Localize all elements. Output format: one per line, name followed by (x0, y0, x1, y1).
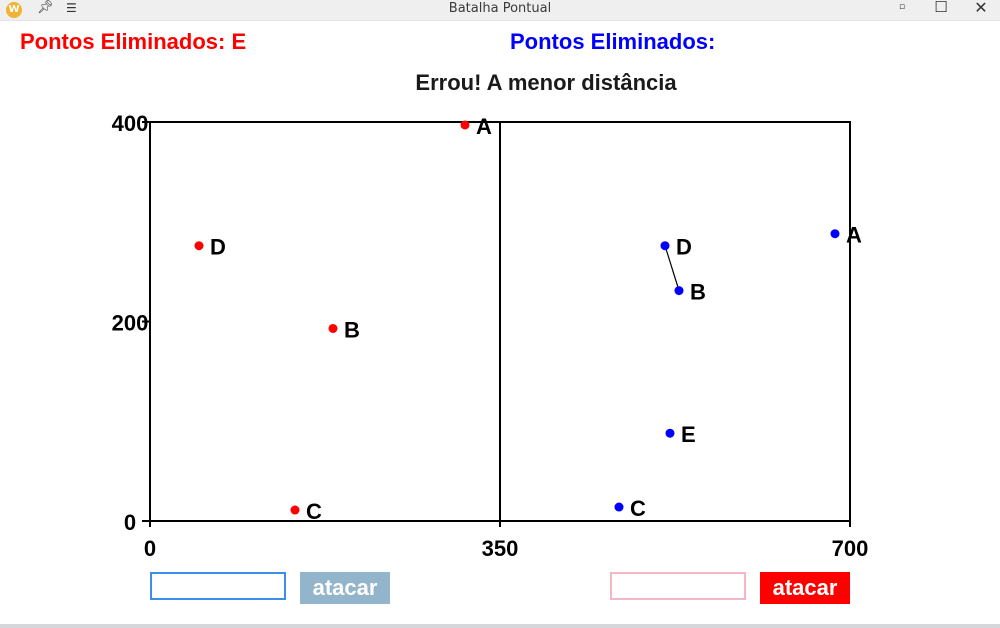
close-button[interactable]: ✕ (974, 0, 988, 17)
red-point-label-b: B (344, 317, 360, 342)
red-point-a (460, 120, 470, 130)
x-tick-label: 700 (832, 536, 869, 561)
x-tick-label: 0 (144, 536, 156, 561)
menu-icon[interactable]: ☰ (66, 1, 77, 15)
blue-point-b (674, 286, 684, 296)
blue-point-e (665, 428, 675, 438)
red-point-label-a: A (476, 114, 492, 139)
maximize-button[interactable]: ☐ (934, 0, 948, 16)
red-point-label-d: D (210, 235, 226, 260)
red-point-b (328, 323, 338, 333)
red-point-label-c: C (306, 499, 322, 524)
blue-point-label-b: B (690, 280, 706, 305)
red-point-d (194, 241, 204, 251)
right-attack-button[interactable]: atacar (760, 572, 850, 604)
y-tick-label: 0 (124, 510, 136, 535)
app-icon: W (6, 2, 22, 18)
pin-icon[interactable]: 📌︎ (37, 0, 54, 15)
status-message: Errou! A menor distância (415, 70, 677, 95)
left-target-input[interactable] (150, 572, 286, 600)
y-tick-label: 200 (112, 311, 149, 336)
blue-eliminated-points: Pontos Eliminados: (510, 29, 716, 54)
red-point-c (290, 505, 300, 515)
red-eliminated-points: Pontos Eliminados: E (20, 29, 247, 54)
title-bar: W 📌︎ ☰ Batalha Pontual ▫ ☐ ✕ (0, 0, 1000, 21)
blue-point-label-e: E (681, 422, 696, 447)
blue-point-a (830, 229, 840, 239)
window-title: Batalha Pontual (448, 1, 552, 16)
y-tick-label: 400 (112, 111, 149, 136)
blue-point-c (614, 502, 624, 512)
distance-segment (664, 245, 680, 291)
minimize-button[interactable]: ▫ (898, 2, 906, 12)
blue-point-d (660, 241, 670, 251)
window-bottom-border (0, 624, 1000, 628)
x-tick-label: 350 (482, 536, 519, 561)
blue-point-label-d: D (676, 235, 692, 260)
right-target-input[interactable] (610, 572, 746, 600)
blue-point-label-c: C (630, 496, 646, 521)
blue-point-label-a: A (846, 223, 862, 248)
left-attack-button[interactable]: atacar (300, 572, 390, 604)
